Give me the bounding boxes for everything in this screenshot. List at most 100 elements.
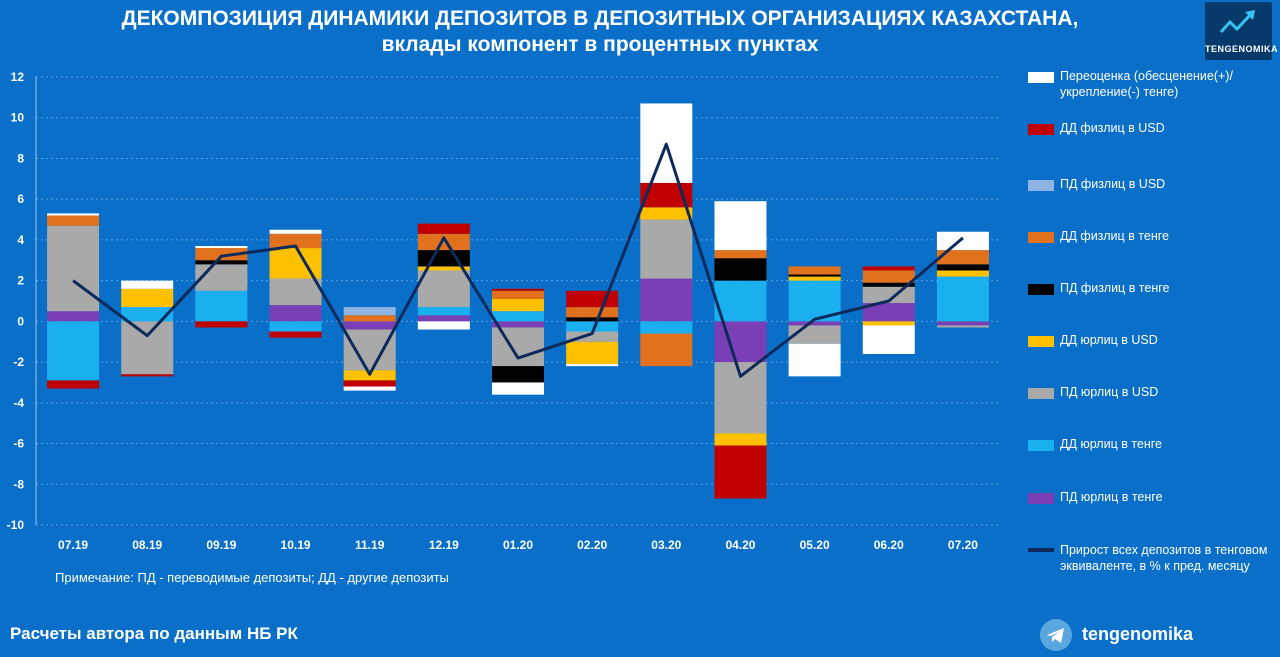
bar-segment <box>640 207 693 220</box>
y-tick-label: 0 <box>17 314 24 328</box>
bar-segment <box>492 290 544 299</box>
legend-label: ПД физлиц в тенге <box>1060 281 1170 295</box>
x-tick-label: 09.19 <box>206 538 236 552</box>
bar-segment <box>195 264 248 291</box>
bar-segment <box>195 260 248 265</box>
bar-segment <box>269 331 322 338</box>
bar-segment <box>492 366 544 383</box>
y-tick-label: 12 <box>11 70 25 84</box>
bar-segment <box>47 311 100 322</box>
chart-note: Примечание: ПД - переводимые депозиты; Д… <box>55 570 449 585</box>
bar-segment <box>788 276 841 281</box>
legend-swatch <box>1028 72 1054 83</box>
legend-label: ПД юрлиц в тенге <box>1060 490 1163 504</box>
legend-label: ДД физлиц в USD <box>1060 121 1165 135</box>
bar-segment <box>47 213 100 216</box>
legend-label: ДД юрлиц в USD <box>1060 333 1158 347</box>
legend-label: Прирост всех депозитов в тенговом эквива… <box>1060 543 1268 573</box>
telegram-handle: tengenomika <box>1082 624 1194 644</box>
bar-segment <box>269 321 322 332</box>
y-tick-label: -8 <box>13 477 24 491</box>
legend-label: ПД физлиц в USD <box>1060 177 1166 191</box>
legend-swatch <box>1028 388 1054 399</box>
bar-segment <box>492 311 544 322</box>
legend-swatch <box>1028 284 1054 295</box>
bar-segment <box>566 364 619 367</box>
bar-segment <box>492 298 544 312</box>
bar-segment <box>343 329 396 371</box>
y-tick-label: 8 <box>17 151 24 165</box>
bar-segment <box>343 307 396 316</box>
bar-segment <box>492 321 544 328</box>
bar-segment <box>936 270 989 277</box>
legend-swatch <box>1028 336 1054 347</box>
x-tick-label: 07.19 <box>58 538 88 552</box>
legend-swatch <box>1028 180 1054 191</box>
bar-segment <box>862 325 915 354</box>
y-tick-label: -2 <box>13 355 24 369</box>
bar-segment <box>936 250 989 265</box>
bar-segment <box>640 278 693 322</box>
bar-segment <box>936 264 989 271</box>
tengenomika-logo: TENGENOMIKA <box>1205 2 1278 60</box>
y-tick-label: 6 <box>17 192 24 206</box>
legend-swatch <box>1028 548 1054 552</box>
bar-segment <box>269 278 322 306</box>
chart-title: ДЕКОМПОЗИЦИЯ ДИНАМИКИ ДЕПОЗИТОВ В ДЕПОЗИ… <box>0 6 1200 58</box>
x-tick-label: 04.20 <box>725 538 755 552</box>
bar-segment <box>862 303 915 322</box>
legend-label: ДД физлиц в тенге <box>1060 229 1169 243</box>
bar-segment <box>566 331 619 342</box>
bar-segment <box>862 321 915 326</box>
legend-label: ДД юрлиц в тенге <box>1060 437 1163 451</box>
bar-segment <box>566 317 619 322</box>
bar-segment <box>714 280 767 322</box>
bar-segment <box>195 246 248 249</box>
bar-segment <box>417 223 470 234</box>
bar-segment <box>417 315 470 322</box>
y-tick-label: -4 <box>13 396 24 410</box>
bar-segment <box>121 288 174 308</box>
bar-segment <box>788 266 841 275</box>
bar-segment <box>417 307 470 316</box>
legend-swatch <box>1028 232 1054 243</box>
bar-segment <box>47 321 100 381</box>
bar-segment <box>936 321 989 326</box>
bar-segment <box>936 231 989 251</box>
bar-segment <box>417 233 470 251</box>
legend-label: ПД юрлиц в USD <box>1060 385 1159 399</box>
bar-segment <box>195 248 248 261</box>
chart-title-line1: ДЕКОМПОЗИЦИЯ ДИНАМИКИ ДЕПОЗИТОВ В ДЕПОЗИ… <box>121 7 1079 30</box>
x-tick-label: 08.19 <box>132 538 162 552</box>
source-note: Расчеты автора по данным НБ РК <box>10 624 298 643</box>
y-tick-label: 4 <box>17 233 24 247</box>
bar-segment <box>195 321 248 328</box>
bar-segment <box>640 321 693 334</box>
trend-arrow-icon <box>1219 10 1255 34</box>
bar-segment <box>121 307 174 322</box>
x-tick-label: 07.20 <box>948 538 978 552</box>
x-tick-label: 01.20 <box>503 538 533 552</box>
y-tick-label: 2 <box>17 274 24 288</box>
bar-segment <box>714 258 767 281</box>
bar-segment <box>714 433 767 446</box>
bar-segment <box>566 290 619 308</box>
bar-segment <box>121 321 174 375</box>
bar-segment <box>862 266 915 271</box>
bar-segment <box>714 321 767 363</box>
bar-segment <box>566 321 619 332</box>
bar-segment <box>417 266 470 271</box>
y-tick-label: 10 <box>11 111 25 125</box>
x-tick-label: 03.20 <box>651 538 681 552</box>
bar-segment <box>121 280 174 289</box>
bar-segment <box>343 321 396 330</box>
bar-segment <box>566 307 619 318</box>
bar-segment <box>269 248 322 279</box>
chart-subtitle: вклады компонент в процентных пунктах <box>381 33 819 56</box>
bar-segment <box>47 215 100 226</box>
legend-swatch <box>1028 440 1054 451</box>
bar-segment <box>862 270 915 283</box>
legend-swatch <box>1028 493 1054 504</box>
bar-segment <box>936 276 989 322</box>
bar-segment <box>343 380 396 387</box>
